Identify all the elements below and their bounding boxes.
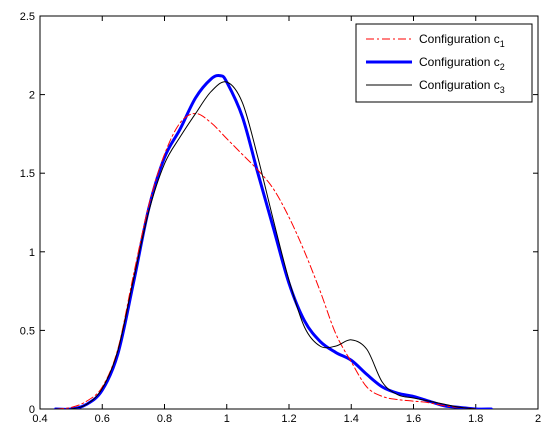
series-line-c3: [55, 81, 477, 409]
legend-label-subscript: 1: [500, 39, 505, 49]
legend-label-text: Configuration c: [419, 55, 500, 69]
series-line-c1: [55, 112, 477, 409]
x-tick-label: 0.8: [157, 413, 172, 425]
y-tick-label: 0: [29, 404, 35, 416]
legend-label-c2: Configuration c2: [419, 55, 505, 72]
y-tick-label: 0.5: [20, 325, 35, 337]
x-tick-label: 1.4: [344, 413, 359, 425]
legend-label-subscript: 2: [500, 62, 505, 72]
series-layer: [54, 73, 493, 409]
legend-label-text: Configuration c: [419, 78, 500, 92]
y-tick-label: 2.5: [20, 11, 35, 23]
axis-ticks: 0.4 0.6 0.8 1 1.2 1.4 1.6 1.8 2 0 0.5 1 1.5 2 2.5: [20, 11, 541, 425]
series-line-c2: [54, 73, 493, 409]
x-tick-label: 1.8: [468, 413, 483, 425]
y-tick-label: 1: [29, 247, 35, 259]
x-tick-label: 1: [224, 413, 230, 425]
legend-label-text: Configuration c: [419, 32, 500, 46]
legend-label-c3: Configuration c3: [419, 78, 505, 95]
y-tick-label: 1.5: [20, 168, 35, 180]
x-tick-label: 1.2: [281, 413, 296, 425]
x-tick-label: 1.6: [406, 413, 421, 425]
x-tick-label: 0.6: [95, 413, 110, 425]
x-tick-label: 2: [535, 413, 541, 425]
x-tick-label: 0.4: [32, 413, 47, 425]
legend-label-subscript: 3: [500, 85, 505, 95]
legend-label-c1: Configuration c1: [419, 32, 505, 49]
y-tick-label: 2: [29, 90, 35, 102]
